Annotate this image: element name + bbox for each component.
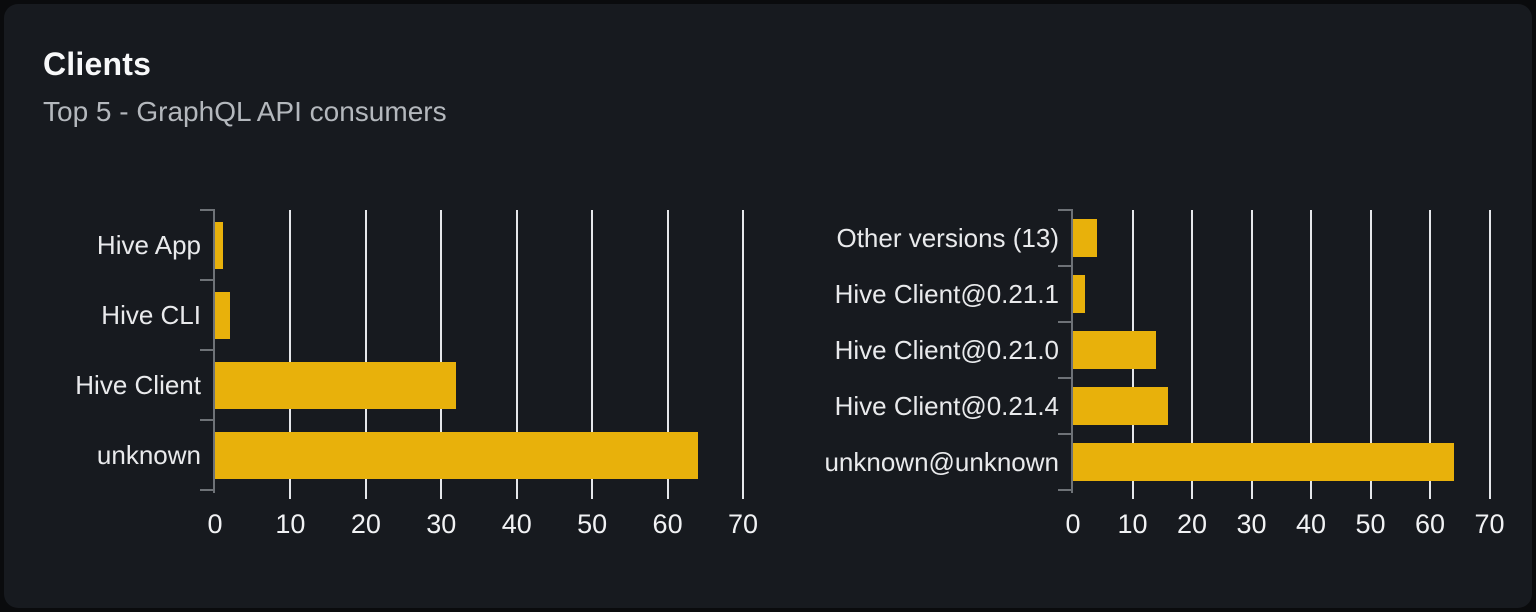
bar-hive-client[interactable]	[215, 361, 457, 409]
x-tick-label-60: 60	[1414, 509, 1446, 539]
card-title: Clients	[43, 46, 152, 82]
category-label: Hive CLI	[101, 300, 201, 330]
x-tick-label-40: 40	[501, 509, 532, 539]
y-axis-tick	[200, 279, 215, 281]
category-label: Hive Client@0.21.4	[834, 391, 1059, 421]
bar-hive-cli[interactable]	[215, 291, 231, 339]
category-label: Other versions (13)	[836, 223, 1059, 253]
bar-unknown[interactable]	[215, 431, 698, 479]
x-tick-label-0: 0	[1065, 509, 1081, 539]
y-axis-tick	[200, 419, 215, 421]
card-subtitle: Top 5 - GraphQL API consumers	[43, 96, 447, 127]
y-axis-tick	[1058, 209, 1073, 211]
category-label: Hive App	[96, 230, 201, 260]
category-label: unknown	[96, 440, 201, 470]
gridline-x70	[1488, 210, 1491, 499]
x-tick-label-30: 30	[426, 509, 457, 539]
x-tick-label-70: 70	[727, 509, 759, 539]
y-axis-tick	[200, 349, 215, 351]
y-axis-tick	[200, 209, 215, 211]
bar-hive-client-0-21-4[interactable]	[1073, 387, 1169, 425]
clients-by-name-bar-chart: Hive App Hive CLI Hive Client unknown 0 10 20 3…	[4, 4, 1532, 608]
y-axis-tick	[1058, 489, 1073, 491]
clients-by-version-bar-chart: Other versions (13) Hive Client@0.21.1 Hiv…	[4, 4, 1532, 608]
x-tick-label-40: 40	[1295, 509, 1327, 539]
x-tick-label-50: 50	[577, 509, 608, 539]
y-axis-tick	[1058, 377, 1073, 379]
y-axis-tick	[1058, 433, 1073, 435]
category-label: Hive Client	[75, 370, 201, 400]
x-tick-label-0: 0	[207, 509, 223, 539]
category-label: Hive Client@0.21.0	[834, 335, 1059, 365]
x-tick-label-50: 50	[1355, 509, 1386, 539]
clients-card: Clients Top 5 - GraphQL API consumers Hi…	[4, 4, 1532, 608]
category-label: unknown@unknown	[824, 447, 1059, 477]
x-tick-label-70: 70	[1474, 509, 1505, 539]
y-axis-tick	[200, 489, 215, 491]
x-tick-label-60: 60	[652, 509, 683, 539]
x-tick-label-10: 10	[275, 509, 306, 539]
category-label: Hive Client@0.21.1	[834, 279, 1059, 309]
y-axis-tick	[1058, 265, 1073, 267]
bar-hive-app[interactable]	[215, 221, 223, 269]
bar-other-versions-13-[interactable]	[1073, 219, 1097, 257]
x-tick-label-20: 20	[350, 509, 381, 539]
x-tick-label-30: 30	[1236, 509, 1267, 539]
bar-hive-client-0-21-1[interactable]	[1073, 275, 1085, 313]
x-tick-label-20: 20	[1176, 509, 1208, 539]
bar-unknown-unknown[interactable]	[1073, 443, 1454, 481]
bar-hive-client-0-21-0[interactable]	[1073, 331, 1157, 369]
x-tick-label-10: 10	[1117, 509, 1148, 539]
gridline-x70	[742, 210, 744, 499]
y-axis-tick	[1058, 321, 1073, 323]
